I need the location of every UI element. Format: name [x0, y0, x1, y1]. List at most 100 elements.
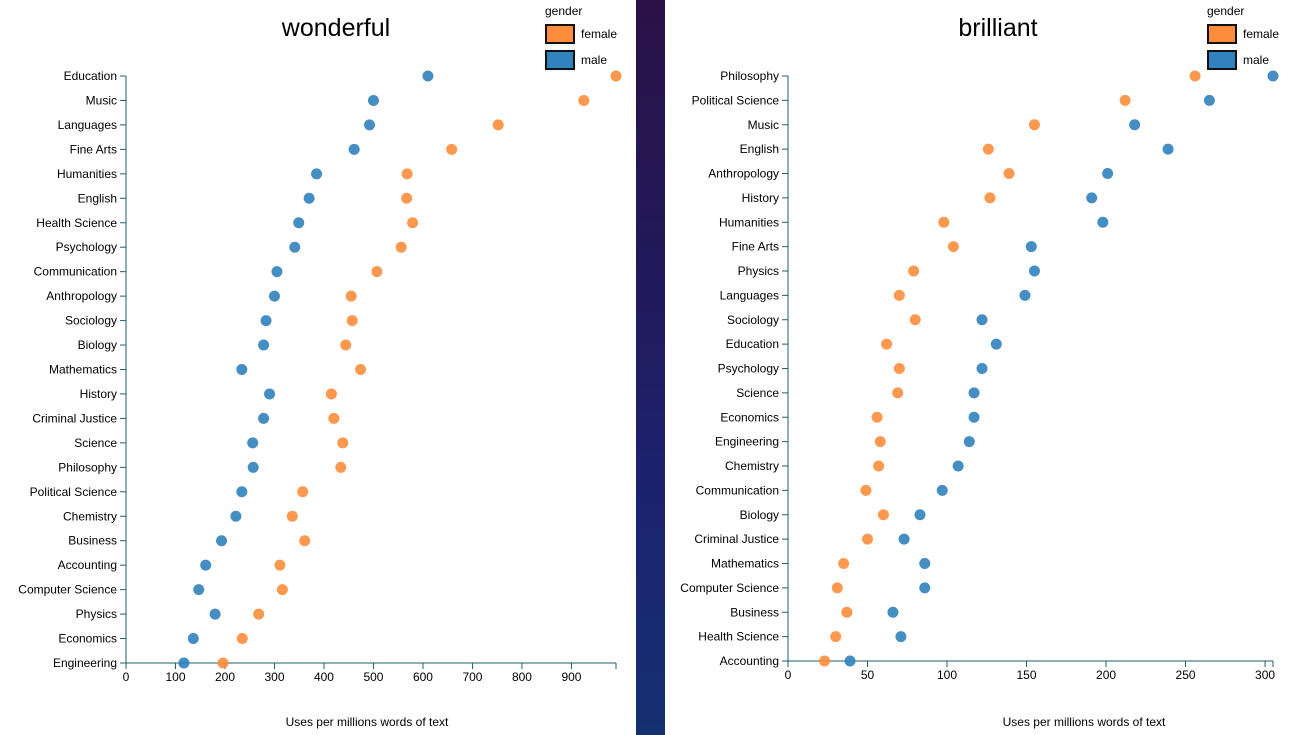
x-tick-label: 300	[1255, 668, 1275, 682]
data-point-male	[236, 364, 248, 375]
data-point-male	[963, 436, 975, 448]
data-point-female	[1003, 168, 1015, 179]
y-tick-label: Computer Science	[18, 583, 117, 597]
data-point-female	[838, 558, 850, 569]
x-tick-label: 0	[123, 670, 130, 684]
data-point-female	[1028, 119, 1040, 131]
y-tick-label: Languages	[720, 288, 779, 302]
data-point-male	[247, 461, 259, 473]
data-point-male	[293, 217, 305, 229]
data-point-male	[1086, 192, 1098, 204]
data-point-female	[236, 633, 248, 645]
x-axis-label: Uses per millions words of text	[285, 715, 449, 729]
y-tick-label: Communication	[696, 483, 779, 497]
data-point-female	[335, 461, 347, 473]
data-point-male	[422, 70, 434, 82]
x-tick-label: 200	[215, 670, 235, 684]
data-point-male	[193, 584, 205, 596]
data-point-male	[303, 192, 315, 204]
legend-swatch-male	[1207, 50, 1237, 70]
data-point-female	[274, 559, 286, 571]
data-point-male	[887, 606, 899, 618]
legend-label-male: male	[581, 53, 608, 67]
scatter-plot-brilliant: Philosophy Political Science Music English A…	[680, 69, 1279, 682]
data-point-female	[578, 94, 590, 106]
y-tick-label: Music	[748, 118, 779, 132]
legend-label-male: male	[1243, 53, 1270, 67]
legend-label-female: female	[1243, 27, 1280, 41]
y-tick-label: Chemistry	[725, 459, 779, 473]
y-tick-label: Political Science	[30, 485, 118, 499]
x-tick-label: 150	[1017, 668, 1037, 682]
data-point-female	[841, 606, 853, 618]
x-tick-label: 100	[937, 668, 957, 682]
data-point-female	[1189, 70, 1201, 82]
data-point-female	[874, 436, 886, 448]
y-tick-label: Health Science	[36, 216, 117, 230]
data-point-female	[345, 290, 357, 302]
data-point-male	[914, 509, 926, 521]
legend-title: gender	[545, 4, 583, 18]
data-point-female	[297, 486, 309, 498]
legend-swatch-female	[1207, 24, 1237, 44]
y-tick-label: Science	[736, 386, 779, 400]
data-point-male	[976, 363, 988, 374]
x-tick-label: 800	[512, 670, 532, 684]
data-point-female	[340, 339, 352, 351]
data-point-male	[236, 486, 248, 498]
data-point-female	[909, 314, 921, 326]
data-point-male	[1025, 241, 1037, 253]
data-point-male	[200, 559, 212, 571]
y-tick-label: English	[78, 191, 117, 205]
data-point-male	[1028, 265, 1040, 277]
data-point-female	[831, 582, 843, 594]
data-point-female	[328, 412, 340, 424]
y-tick-label: Biology	[740, 508, 779, 522]
data-point-male	[898, 533, 910, 545]
data-point-female	[893, 363, 905, 374]
data-point-female	[892, 387, 904, 399]
x-tick-label: 400	[314, 670, 334, 684]
y-tick-label: Sociology	[727, 313, 779, 327]
data-point-female	[947, 241, 959, 253]
data-point-female	[337, 437, 349, 449]
y-tick-label: Psychology	[56, 240, 117, 254]
legend-item-female: female	[1207, 21, 1279, 47]
data-point-female	[325, 388, 337, 400]
data-point-male	[178, 657, 190, 669]
data-point-male	[271, 266, 283, 278]
data-point-female	[299, 535, 311, 547]
x-tick-label: 250	[1176, 668, 1196, 682]
y-tick-label: Sociology	[65, 314, 117, 328]
x-tick-label: 50	[861, 668, 875, 682]
legend-item-female: female	[545, 21, 617, 47]
y-tick-label: Accounting	[58, 558, 117, 572]
legend-swatch-female	[545, 24, 575, 44]
scatter-plot-wonderful: Education Music Languages Fine Arts Humaniti…	[18, 69, 622, 684]
data-point-female	[984, 192, 996, 204]
y-tick-label: Biology	[78, 338, 117, 352]
data-point-male	[968, 411, 980, 423]
y-tick-label: Criminal Justice	[694, 532, 779, 546]
y-tick-label: Education	[64, 69, 117, 83]
data-point-female	[908, 265, 920, 277]
data-point-male	[919, 582, 931, 594]
data-point-male	[209, 608, 221, 620]
data-point-male	[230, 510, 242, 522]
data-point-female	[877, 509, 889, 521]
y-tick-label: Mathematics	[711, 557, 779, 571]
data-point-male	[348, 143, 360, 155]
x-tick-label: 100	[165, 670, 185, 684]
data-point-female	[355, 364, 367, 375]
data-point-female	[830, 631, 842, 643]
y-tick-label: Business	[68, 534, 117, 548]
y-tick-label: Anthropology	[708, 167, 779, 181]
x-tick-label: 500	[363, 670, 383, 684]
data-point-female	[253, 608, 265, 620]
legend-item-male: male	[545, 47, 617, 73]
data-point-female	[871, 411, 883, 423]
chart-title: wonderful	[281, 14, 391, 42]
y-tick-label: Philosophy	[720, 69, 779, 83]
data-point-male	[268, 290, 280, 302]
y-tick-label: Philosophy	[58, 460, 117, 474]
